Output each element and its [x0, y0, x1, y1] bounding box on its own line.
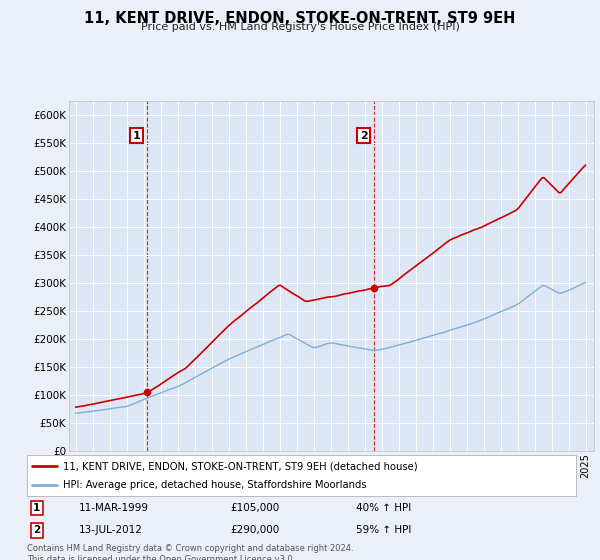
Text: 1: 1 — [133, 130, 140, 141]
Text: £105,000: £105,000 — [230, 503, 280, 513]
Text: 2: 2 — [360, 130, 367, 141]
Text: 1: 1 — [33, 503, 41, 513]
Text: 13-JUL-2012: 13-JUL-2012 — [79, 525, 143, 535]
Text: Price paid vs. HM Land Registry's House Price Index (HPI): Price paid vs. HM Land Registry's House … — [140, 22, 460, 32]
Text: Contains HM Land Registry data © Crown copyright and database right 2024.
This d: Contains HM Land Registry data © Crown c… — [27, 544, 353, 560]
Text: 2: 2 — [33, 525, 41, 535]
Text: HPI: Average price, detached house, Staffordshire Moorlands: HPI: Average price, detached house, Staf… — [62, 480, 367, 489]
Text: £290,000: £290,000 — [230, 525, 280, 535]
Text: 59% ↑ HPI: 59% ↑ HPI — [356, 525, 412, 535]
Text: 11-MAR-1999: 11-MAR-1999 — [79, 503, 149, 513]
Text: 40% ↑ HPI: 40% ↑ HPI — [356, 503, 412, 513]
Text: 11, KENT DRIVE, ENDON, STOKE-ON-TRENT, ST9 9EH: 11, KENT DRIVE, ENDON, STOKE-ON-TRENT, S… — [85, 11, 515, 26]
Text: 11, KENT DRIVE, ENDON, STOKE-ON-TRENT, ST9 9EH (detached house): 11, KENT DRIVE, ENDON, STOKE-ON-TRENT, S… — [62, 461, 418, 471]
